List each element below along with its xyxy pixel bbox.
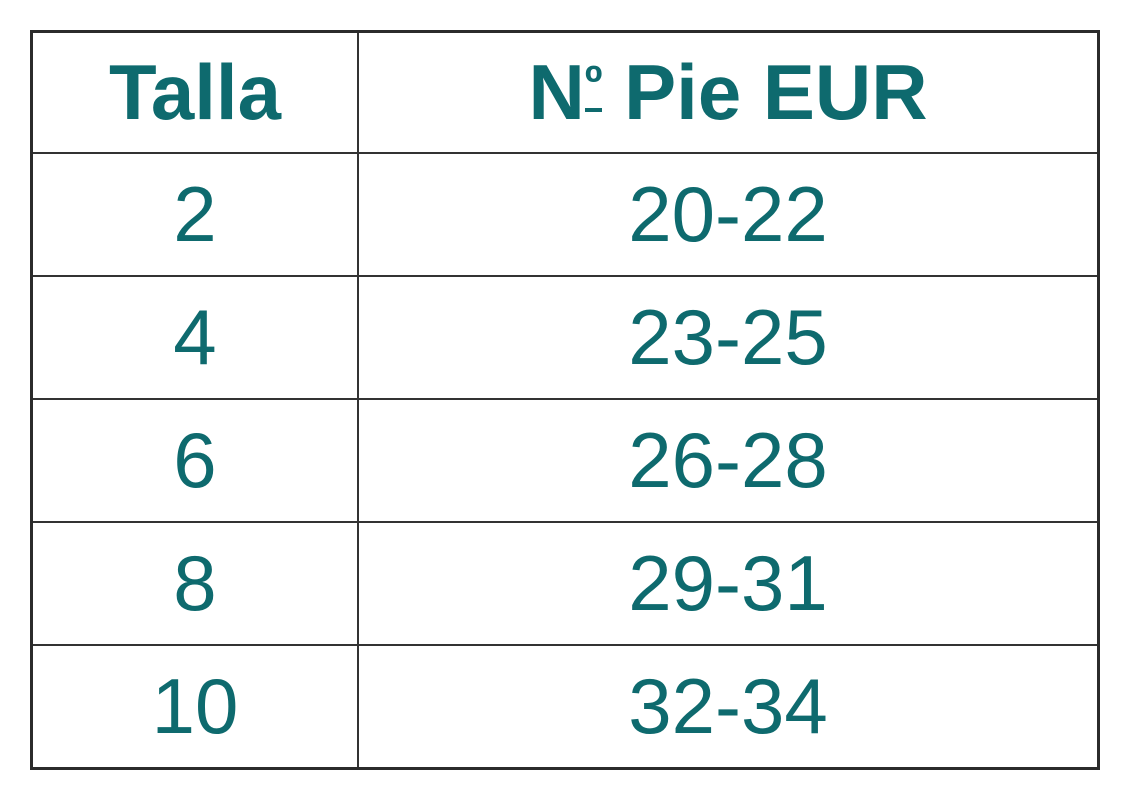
- table-header-row: Talla Nº Pie EUR: [30, 30, 1100, 154]
- cell-pie_eur: 23-25: [357, 274, 1100, 400]
- cell-talla: 8: [30, 520, 359, 646]
- cell-talla: 6: [30, 397, 359, 523]
- col-header-talla: Talla: [30, 30, 359, 154]
- col-header-pie: Nº Pie EUR: [357, 30, 1100, 154]
- cell-pie_eur: 29-31: [357, 520, 1100, 646]
- cell-pie_eur: 32-34: [357, 643, 1100, 770]
- table-row: 10 32-34: [30, 643, 1100, 770]
- ordinal-indicator: º: [584, 58, 603, 113]
- table-row: 4 23-25: [30, 274, 1100, 400]
- table-row: 6 26-28: [30, 397, 1100, 523]
- table-body: 2 20-22 4 23-25 6 26-28 8 29-31 10 32-34: [30, 152, 1100, 770]
- cell-talla: 4: [30, 274, 359, 400]
- cell-talla: 10: [30, 643, 359, 770]
- cell-pie_eur: 20-22: [357, 152, 1100, 277]
- cell-pie_eur: 26-28: [357, 397, 1100, 523]
- size-conversion-table: Talla Nº Pie EUR 2 20-22 4 23-25 6 26-28 8 29-3…: [30, 30, 1100, 770]
- table-row: 2 20-22: [30, 152, 1100, 277]
- cell-talla: 2: [30, 152, 359, 277]
- table-row: 8 29-31: [30, 520, 1100, 646]
